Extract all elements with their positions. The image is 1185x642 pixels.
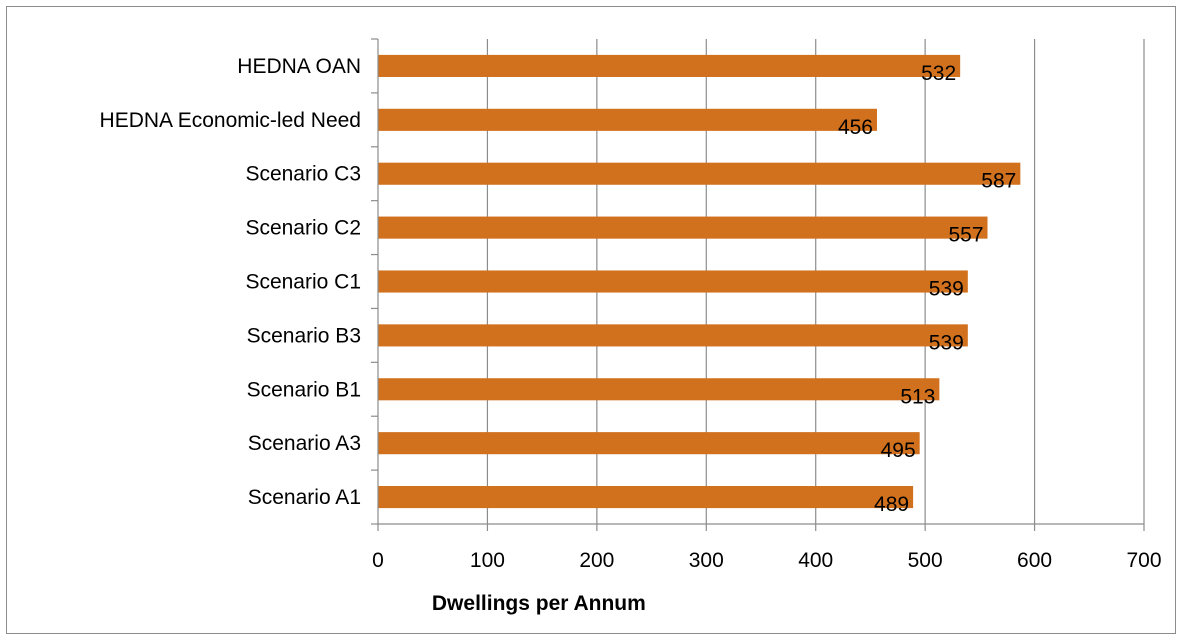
bars (378, 54, 1021, 509)
data-label-6: 539 (929, 331, 964, 354)
x-tick-label-200: 200 (579, 549, 614, 572)
data-label-5: 539 (929, 278, 964, 301)
category-label-4: Scenario C2 (245, 217, 361, 240)
data-label-2: 456 (838, 116, 873, 139)
category-label-9: Scenario A1 (248, 486, 361, 509)
bar-4 (378, 216, 988, 239)
bar-6 (378, 324, 968, 347)
x-tick-label-0: 0 (372, 549, 384, 572)
data-label-4: 557 (948, 224, 983, 247)
bar-7 (378, 378, 940, 401)
bar-5 (378, 270, 968, 293)
bar-3 (378, 162, 1021, 185)
category-label-8: Scenario A3 (248, 432, 361, 455)
data-label-9: 489 (874, 493, 909, 516)
data-label-7: 513 (900, 385, 935, 408)
x-tick-label-500: 500 (908, 549, 943, 572)
x-tick-label-300: 300 (689, 549, 724, 572)
data-label-8: 495 (881, 439, 916, 462)
category-label-2: HEDNA Economic-led Need (100, 109, 361, 132)
axes (371, 38, 1145, 531)
chart-frame: HEDNA OAN HEDNA Economic-led Need Scenario… (6, 6, 1176, 634)
category-label-3: Scenario C3 (245, 163, 361, 186)
bar-8 (378, 432, 920, 455)
x-tick-label-600: 600 (1017, 549, 1052, 572)
data-label-1: 532 (921, 62, 956, 85)
bar-chart: HEDNA OAN HEDNA Economic-led Need Scenario… (100, 38, 1162, 615)
data-labels: 532 456 587 557 539 539 513 495 489 (838, 62, 1016, 516)
category-label-7: Scenario B1 (247, 378, 361, 401)
x-axis-title: Dwellings per Annum (432, 592, 646, 615)
x-tick-label-400: 400 (798, 549, 833, 572)
category-label-1: HEDNA OAN (237, 55, 361, 78)
bar-2 (378, 108, 877, 131)
data-label-3: 587 (981, 170, 1016, 193)
bar-1 (378, 54, 961, 77)
x-tick-labels: 0 100 200 300 400 500 600 700 (372, 549, 1161, 572)
x-tick-label-700: 700 (1126, 549, 1161, 572)
category-label-6: Scenario B3 (247, 324, 361, 347)
bar-9 (378, 486, 914, 509)
x-tick-label-100: 100 (470, 549, 505, 572)
category-label-5: Scenario C1 (245, 271, 361, 294)
category-labels: HEDNA OAN HEDNA Economic-led Need Scenario… (100, 55, 361, 509)
